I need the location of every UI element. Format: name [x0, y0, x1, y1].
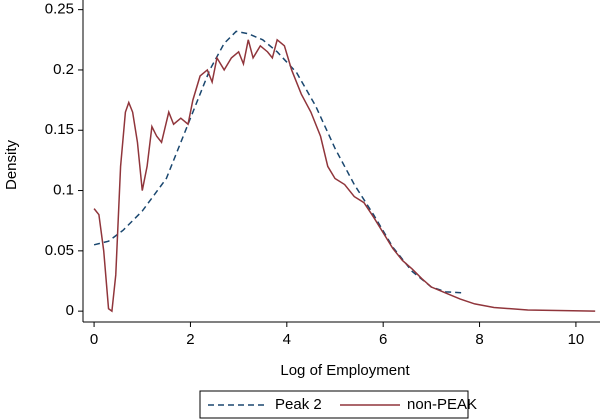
- x-tick-label: 10: [568, 331, 585, 348]
- y-tick-label: 0: [66, 302, 74, 319]
- series-line: [93, 38, 596, 313]
- x-tick-label: 6: [379, 331, 387, 348]
- x-tick-label: 2: [186, 331, 194, 348]
- legend-box: [199, 390, 469, 419]
- y-tick-label: 0.1: [53, 182, 74, 199]
- y-axis-title: Density: [3, 139, 20, 190]
- y-tick-label: 0.05: [45, 242, 74, 259]
- y-tick-label: 0.25: [45, 1, 74, 18]
- x-axis-title: Log of Employment: [280, 362, 410, 379]
- legend-label: non-PEAK: [407, 396, 477, 413]
- x-tick-label: 4: [283, 331, 291, 348]
- x-tick-label: 8: [475, 331, 483, 348]
- y-tick-label: 0.15: [45, 121, 74, 138]
- y-tick-label: 0.2: [53, 61, 74, 78]
- x-tick-label: 0: [90, 331, 98, 348]
- series-line: [93, 30, 466, 294]
- legend-label: Peak 2: [275, 396, 322, 413]
